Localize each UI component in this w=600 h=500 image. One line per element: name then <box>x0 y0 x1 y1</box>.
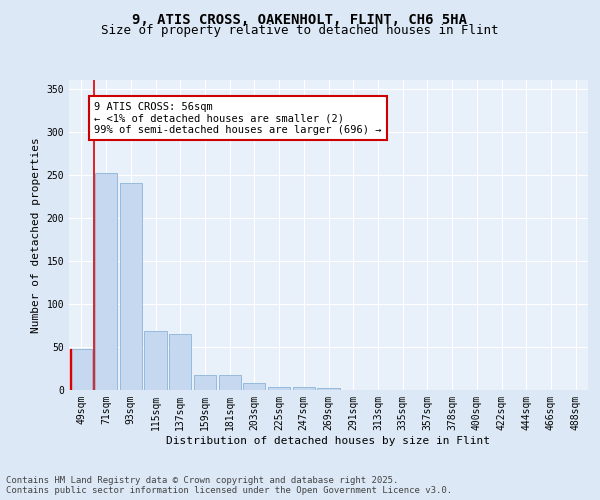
Bar <box>70 348 92 390</box>
Bar <box>145 330 167 390</box>
Bar <box>293 388 315 390</box>
Bar <box>218 374 241 390</box>
Text: Size of property relative to detached houses in Flint: Size of property relative to detached ho… <box>101 24 499 37</box>
Text: 9, ATIS CROSS, OAKENHOLT, FLINT, CH6 5HA: 9, ATIS CROSS, OAKENHOLT, FLINT, CH6 5HA <box>133 12 467 26</box>
X-axis label: Distribution of detached houses by size in Flint: Distribution of detached houses by size … <box>167 436 491 446</box>
Y-axis label: Number of detached properties: Number of detached properties <box>31 137 41 333</box>
Bar <box>95 173 117 390</box>
Bar <box>317 388 340 390</box>
Bar <box>70 348 71 390</box>
Bar <box>243 383 265 390</box>
Text: 9 ATIS CROSS: 56sqm
← <1% of detached houses are smaller (2)
99% of semi-detache: 9 ATIS CROSS: 56sqm ← <1% of detached ho… <box>94 102 382 134</box>
Bar <box>119 184 142 390</box>
Bar <box>268 386 290 390</box>
Text: Contains HM Land Registry data © Crown copyright and database right 2025.
Contai: Contains HM Land Registry data © Crown c… <box>6 476 452 495</box>
Bar <box>194 374 216 390</box>
Bar <box>169 334 191 390</box>
